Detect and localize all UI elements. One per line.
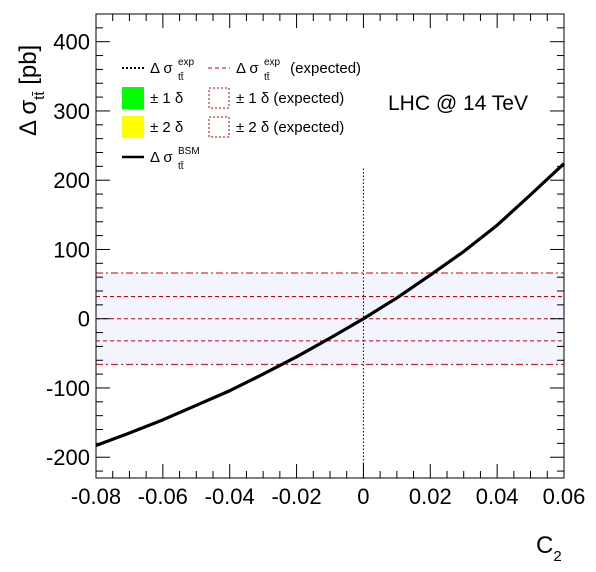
legend-swatch-5 — [208, 116, 230, 138]
x-tick-label: 0 — [357, 484, 369, 509]
legend-label-1: Δ σ exp tt̄ (expected) — [236, 57, 361, 83]
y-tick-label: 100 — [53, 237, 90, 262]
legend-swatch-4 — [122, 116, 144, 138]
legend-label-3: ± 1 δ (expected) — [236, 90, 344, 107]
x-tick-label: 0.02 — [409, 484, 452, 509]
legend-label-0: Δ σ exp tt̄ — [150, 57, 195, 83]
x-tick-label: -0.02 — [271, 484, 321, 509]
y-tick-label: 400 — [53, 30, 90, 55]
x-axis-title: C2 — [536, 532, 562, 565]
legend-label-5: ± 2 δ (expected) — [236, 119, 344, 136]
x-tick-label: -0.06 — [138, 484, 188, 509]
legend-label-4: ± 2 δ — [150, 119, 183, 136]
y-tick-label: 0 — [78, 307, 90, 332]
legend-label-2: ± 1 δ — [150, 90, 183, 107]
legend-swatch-2 — [122, 87, 144, 109]
y-tick-label: -100 — [46, 376, 90, 401]
legend-label-6: Δ σ BSM tt̄ — [150, 146, 200, 172]
x-tick-label: 0.06 — [543, 484, 586, 509]
plot-frame — [95, 13, 565, 479]
y-tick-label: -200 — [46, 445, 90, 470]
x-tick-label: 0.04 — [476, 484, 519, 509]
y-tick-label: 200 — [53, 168, 90, 193]
x-tick-label: -0.08 — [71, 484, 121, 509]
y-tick-label: 300 — [53, 99, 90, 124]
series-line-0 — [95, 162, 566, 447]
x-tick-label: -0.04 — [205, 484, 255, 509]
annotation-lhc: LHC @ 14 TeV — [388, 92, 528, 115]
legend-swatch-3 — [208, 87, 230, 109]
y-axis-title: Δ σtt̄ [pb] — [15, 45, 48, 136]
